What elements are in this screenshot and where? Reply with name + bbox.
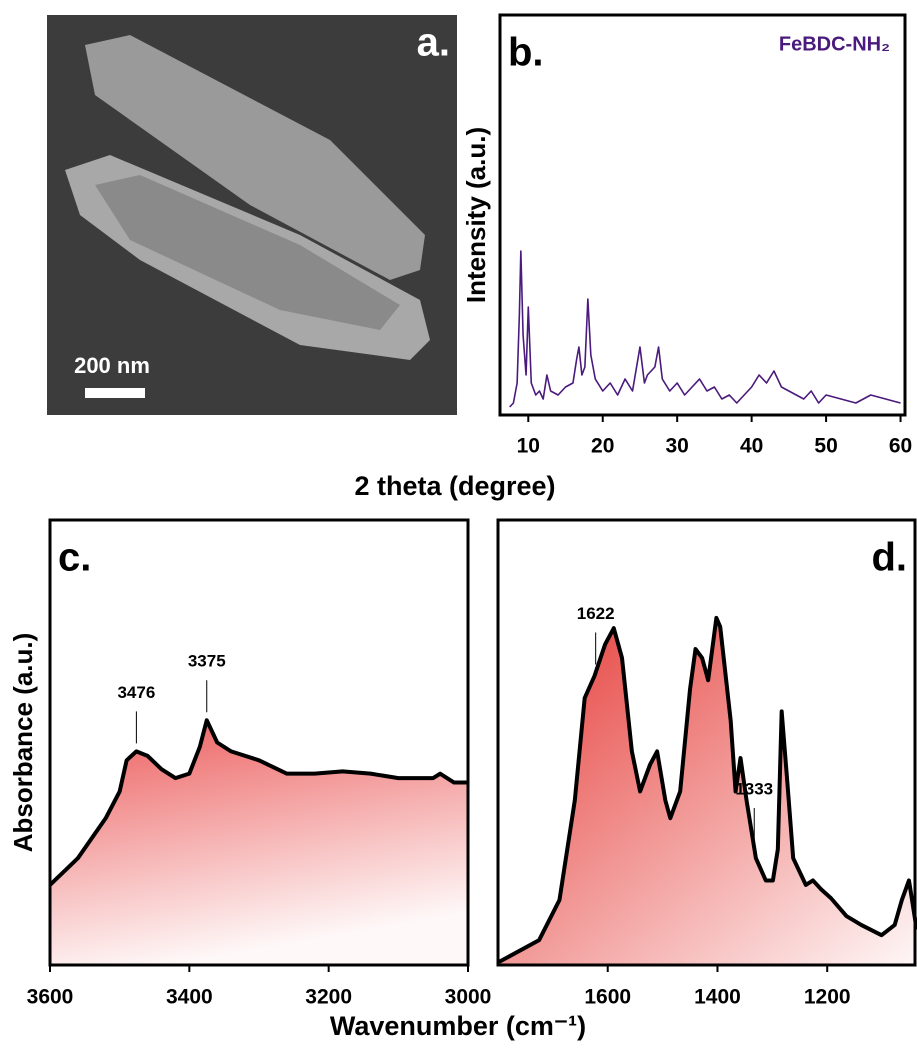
plot-frame [496, 518, 917, 967]
sem-image: 200 nm a. [47, 15, 457, 415]
x-axis-label: 2 theta (degree) [354, 471, 555, 501]
panel-label: d. [871, 536, 907, 580]
panel-label: b. [508, 31, 544, 75]
annotation-label: 1333 [735, 779, 773, 798]
area-fill [499, 617, 917, 965]
x-tick-label: 20 [591, 435, 614, 458]
x-tick-label: 10 [517, 435, 540, 458]
x-tick-label: 3200 [305, 986, 352, 1009]
annotation-label: 3375 [188, 652, 226, 671]
legend-label: FeBDC-NH₂ [779, 33, 890, 55]
annotation-label: 1622 [577, 604, 615, 623]
x-tick-label: 1400 [694, 986, 741, 1009]
x-tick-label: 3000 [445, 986, 492, 1009]
x-tick-label: 3600 [27, 986, 74, 1009]
scale-bar [85, 388, 145, 398]
x-tick-label: 60 [889, 435, 912, 458]
annotation-label: 3476 [117, 683, 155, 702]
area-fill [50, 720, 468, 965]
crystal [85, 35, 425, 280]
panel-label: a. [417, 21, 450, 65]
y-axis-label: Absorbance (a.u.) [8, 633, 38, 853]
x-tick-label: 3400 [166, 986, 213, 1009]
x-axis-label: Wavenumber (cm⁻¹) [330, 1011, 586, 1041]
y-axis-label: Intensity (a.u.) [461, 127, 491, 303]
x-tick-label: 50 [814, 435, 837, 458]
data-line [48, 718, 468, 887]
data-line [498, 615, 917, 964]
plot-frame [498, 13, 907, 417]
x-tick-label: 40 [740, 435, 763, 458]
x-tick-label: 30 [666, 435, 689, 458]
x-tick-label: 1600 [584, 986, 631, 1009]
crystal-face [95, 175, 400, 330]
plot-frame [48, 518, 470, 967]
panel-label: c. [58, 536, 91, 580]
x-tick-label: 1200 [804, 986, 851, 1009]
data-line [509, 250, 901, 408]
scale-bar-label: 200 nm [74, 353, 150, 378]
